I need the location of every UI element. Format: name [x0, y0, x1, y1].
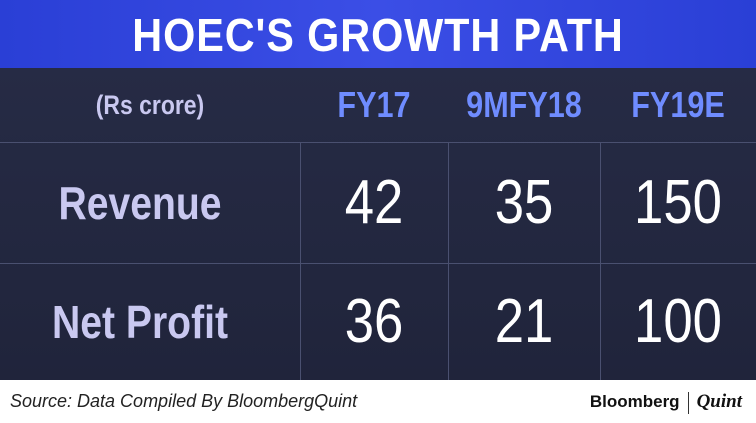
title: HOEC'S GROWTH PATH	[132, 9, 624, 61]
column-header: FY17	[337, 84, 411, 125]
row-header: Revenue	[58, 176, 222, 229]
column-header: FY19E	[631, 84, 725, 125]
table-value: 100	[634, 287, 722, 356]
unit-label: (Rs crore)	[95, 89, 205, 120]
brand-name: Bloomberg	[589, 392, 680, 411]
column-divider	[600, 142, 601, 380]
table-value: 35	[494, 168, 554, 237]
title-banner: HOEC'S GROWTH PATH	[0, 0, 756, 68]
row-divider	[0, 263, 756, 264]
source-note: Source: Data Compiled By BloombergQuint	[10, 391, 358, 411]
brand-name: Quint	[696, 391, 742, 412]
brand-separator	[687, 391, 689, 414]
brand: Bloomberg Quint	[590, 380, 742, 423]
table: (Rs crore) FY17 9MFY18 FY19E Revenue 42 35 150…	[0, 68, 756, 380]
column-divider	[300, 142, 301, 380]
table-value: 150	[634, 168, 722, 237]
table-value: 36	[344, 287, 404, 356]
column-divider	[448, 142, 449, 380]
row-divider	[0, 142, 756, 143]
table-value: 42	[344, 168, 404, 237]
row-header: Net Profit	[52, 295, 228, 348]
column-header: 9MFY18	[466, 84, 582, 125]
footer: Source: Data Compiled By BloombergQuint …	[0, 380, 756, 423]
table-value: 21	[494, 287, 554, 356]
